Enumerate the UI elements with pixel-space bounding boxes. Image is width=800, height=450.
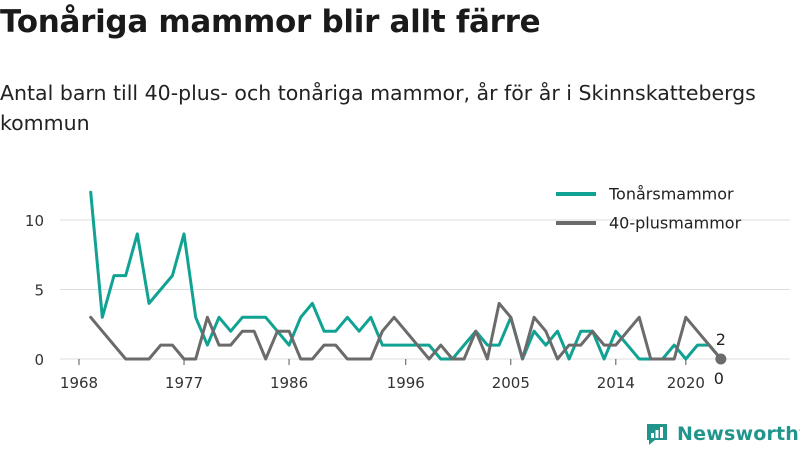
legend-label-tonarsmammor: Tonårsmammor <box>608 185 734 204</box>
chart-subtitle: Antal barn till 40-plus- och tonåriga ma… <box>0 81 756 135</box>
y-tick-label: 10 <box>25 212 44 230</box>
x-tick-label: 1986 <box>270 374 308 392</box>
x-tick-label: 2014 <box>597 374 635 392</box>
x-tick-label: 1977 <box>165 374 203 392</box>
newsworthy-logo: Newsworthy <box>645 419 800 449</box>
x-tick-label: 1996 <box>387 374 425 392</box>
brand-name: Newsworthy <box>677 423 800 445</box>
series-line-tonarsmammor <box>89 190 723 361</box>
legend: Tonårsmammor 40-plusmammor <box>556 185 742 233</box>
y-tick-label: 0 <box>34 351 44 369</box>
chart-title: Tonåriga mammor blir allt färre <box>0 4 541 40</box>
newsworthy-logo-icon <box>647 424 667 445</box>
y-tick-label: 5 <box>34 282 44 300</box>
x-tick-label: 1968 <box>60 374 98 392</box>
end-point-dot-40-plusmammor <box>715 353 727 365</box>
end-value-label-tonarsmammor: 0 <box>714 369 724 388</box>
x-tick-label: 2005 <box>492 374 530 392</box>
legend-label-40-plusmammor: 40-plusmammor <box>609 214 742 233</box>
end-value-label-40-plusmammor: 2 <box>716 330 726 349</box>
x-tick-label: 2020 <box>667 374 705 392</box>
series-line-40-plusmammor <box>89 301 723 361</box>
